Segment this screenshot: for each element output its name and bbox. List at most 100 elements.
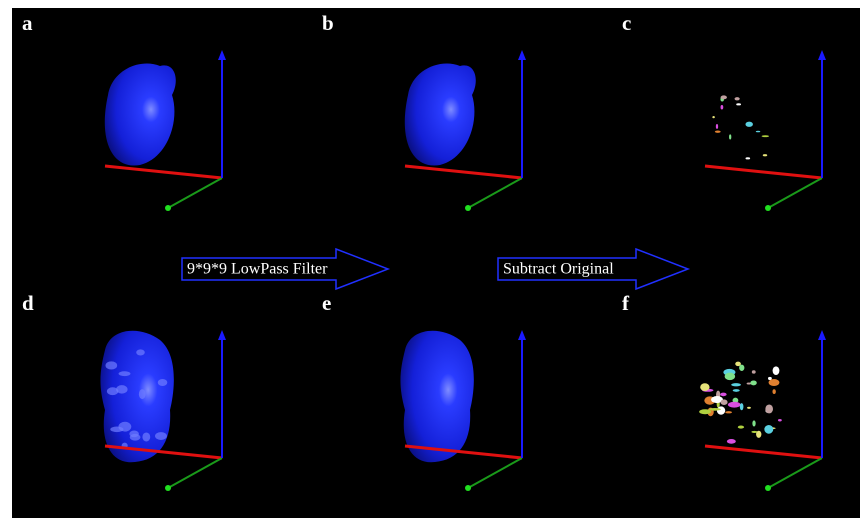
residual-speck [735,361,741,367]
residual-speck [715,124,719,129]
axis-arrowhead [818,50,826,60]
residual-speck [745,121,753,127]
residual-speck [720,399,728,405]
axis-origin-dot [765,205,771,211]
x-axis-red [404,164,523,180]
arrow-label: 9*9*9 LowPass Filter [187,261,328,278]
panel-label: e [322,291,331,315]
surface-render [404,63,476,166]
surface-bump [138,389,146,400]
residual-speck [726,438,736,444]
residual-speck [724,372,736,381]
residual-speck [768,379,780,387]
residual-speck [767,376,772,381]
z-axis-green [467,177,523,209]
z-axis-green [167,177,223,209]
panel-label: a [22,11,33,35]
axis-origin-dot [465,205,471,211]
panel-label: d [22,291,34,315]
residual-speck [720,392,727,397]
axis-arrowhead [518,50,526,60]
surface-bump [129,433,141,441]
surface-bump [116,385,128,394]
surface-bump [106,387,119,396]
residual-speck [765,404,774,414]
panel: f [622,291,826,491]
panel: e [322,291,526,491]
axis-arrowhead [518,330,526,340]
surface-render [104,63,176,166]
panel-label: b [322,11,334,35]
surface-bump [118,371,131,377]
residual-speck [714,130,721,133]
z-axis-green [167,457,223,489]
residual-speck [751,370,756,374]
axis-origin-dot [165,205,171,211]
arrow-label: Subtract Original [503,261,614,278]
residual-speck [777,418,782,422]
residual-speck [751,430,758,434]
z-axis-green [767,457,823,489]
axis-origin-dot [465,485,471,491]
surface-bump [142,432,151,442]
residual-speck [750,380,757,386]
surface-render [100,330,174,463]
panel: b [322,11,526,211]
x-axis-red [404,444,523,460]
residual-speck [755,130,761,133]
residual-speck [756,430,762,438]
residual-speck [739,364,745,371]
residual-speck [716,406,726,415]
panel: c [622,11,826,211]
surface-bump [157,379,168,386]
residual-speck [727,401,741,408]
panel: d [22,291,226,491]
z-axis-green [467,457,523,489]
residual-speck [764,424,774,434]
panel: a [22,11,226,211]
residual-speck [746,382,752,385]
axis-arrowhead [218,330,226,340]
x-axis-red [104,164,223,180]
residual-speck [772,366,780,375]
x-axis-red [104,444,223,460]
surface-bump [154,432,167,440]
axis-arrowhead [218,50,226,60]
surface-render [400,330,474,463]
z-axis-green [767,177,823,209]
residual-speck [720,95,727,100]
x-axis-red [704,444,823,460]
residual-speck [736,103,742,106]
surface-bump [110,426,124,433]
axis-origin-dot [165,485,171,491]
residual-speck [708,407,721,411]
residual-speck [731,383,741,387]
panel-label: f [622,291,630,315]
residual-speck [729,134,732,140]
residual-speck [699,409,712,415]
residual-speck [700,383,710,392]
axis-origin-dot [765,485,771,491]
process-arrow [497,247,691,291]
residual-speck [720,105,724,110]
residual-speck [734,97,740,101]
residual-speck [772,389,776,395]
axis-arrowhead [818,330,826,340]
residual-speck [761,135,770,138]
residual-speck [732,389,740,392]
residual-speck [725,411,733,414]
process-arrow [181,247,391,291]
residual-speck [712,115,715,119]
residual-speck [747,406,751,409]
surface-bump [136,349,145,356]
surface-bump [105,361,118,370]
residual-speck [752,420,756,427]
residual-speck [739,403,744,411]
residual-speck [711,396,723,404]
residual-speck [737,425,745,429]
residual-speck [745,157,751,160]
residual-speck [762,154,768,157]
panel-label: c [622,11,631,35]
x-axis-red [704,164,823,180]
